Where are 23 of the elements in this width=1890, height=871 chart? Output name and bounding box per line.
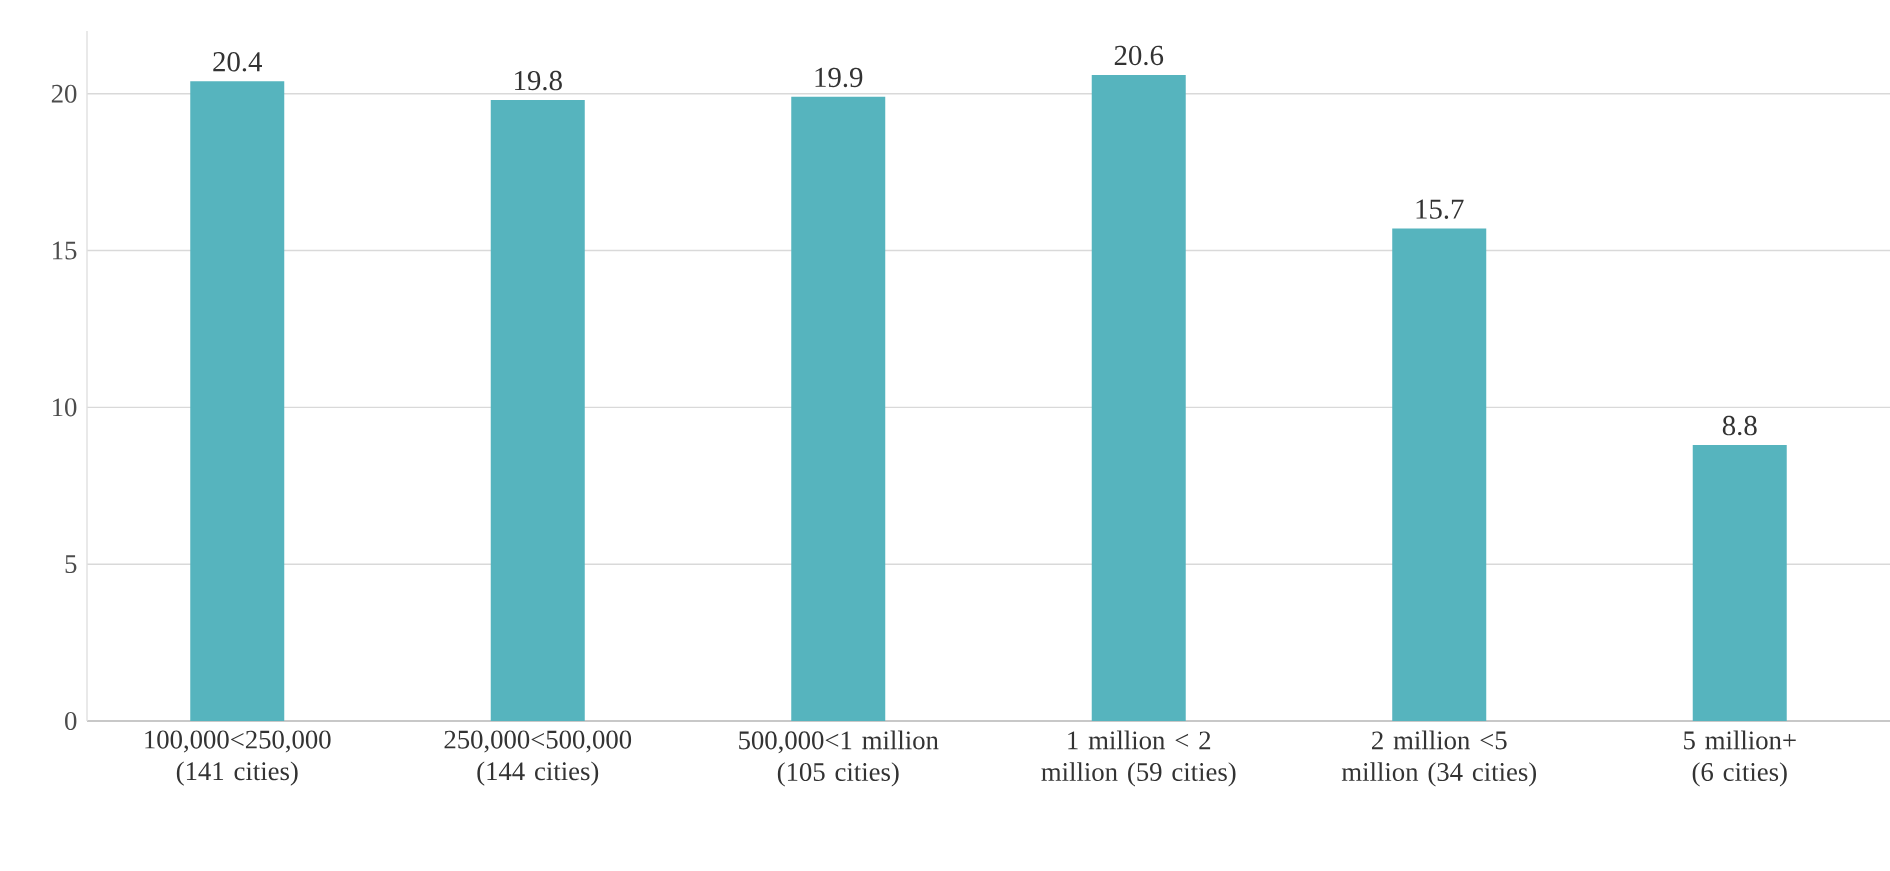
y-tick-label: 10 [53, 398, 77, 417]
y-tick-label: 15 [53, 241, 77, 260]
bar [1091, 74, 1186, 721]
data-label: 15.7 [1416, 199, 1464, 219]
y-tick-label: 20 [51, 84, 77, 103]
x-tick-label: 250,000<500,000 (144 cities) [444, 730, 632, 786]
data-label: 8.8 [1722, 415, 1757, 436]
data-label: 19.9 [815, 67, 863, 88]
y-tick-label: 0 [65, 711, 77, 731]
x-tick-label: 1 million < 2 million (59 cities) [1041, 730, 1236, 787]
x-tick-label: 500,000<1 million (105 cities) [739, 730, 939, 787]
bar [1692, 445, 1787, 721]
bar [791, 96, 886, 721]
data-label: 19.8 [515, 70, 562, 91]
data-label: 20.4 [213, 51, 262, 72]
y-tick-label: 5 [65, 555, 77, 574]
x-tick-label: 2 million <5 million (34 cities) [1341, 730, 1537, 787]
data-label: 20.6 [1114, 45, 1164, 66]
x-tick-label: 100,000<250,000 (141 cities) [145, 730, 331, 786]
x-tick-label: 5 million+ (6 cities) [1684, 730, 1796, 787]
bar [490, 100, 585, 721]
bar [190, 81, 285, 721]
bar [1392, 228, 1487, 721]
